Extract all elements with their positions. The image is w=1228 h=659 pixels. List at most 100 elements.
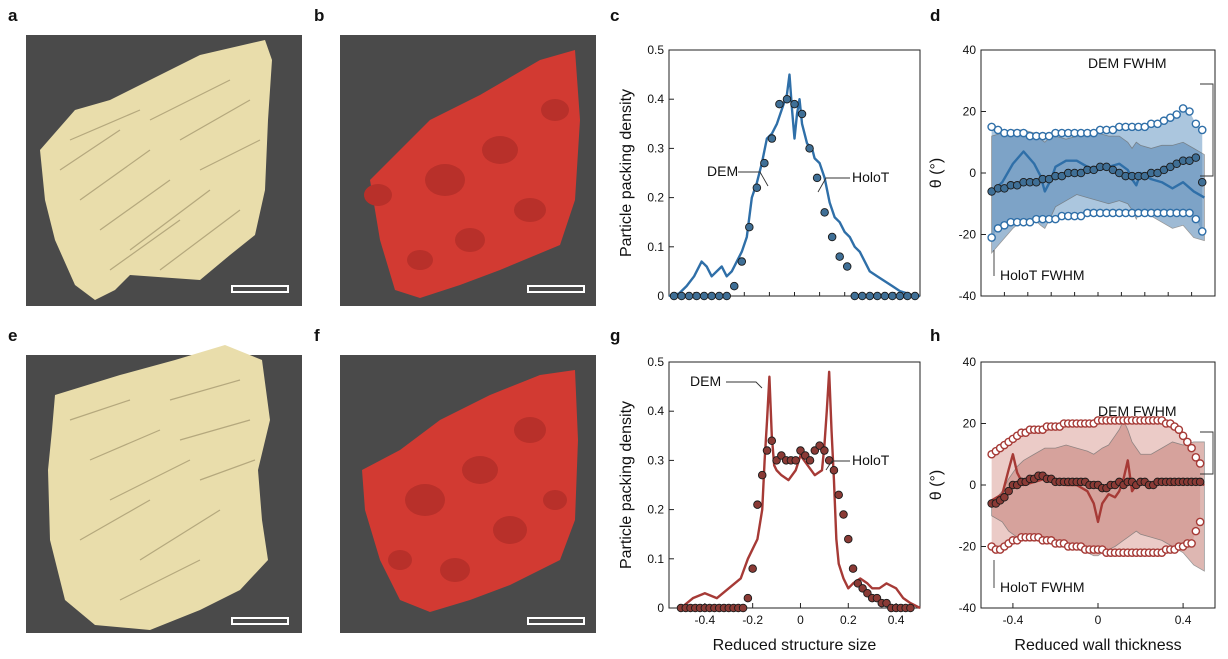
render-texture-e bbox=[69, 379, 256, 601]
dem-point-c bbox=[737, 257, 747, 266]
fwhm-lower-marker-h bbox=[1187, 539, 1196, 548]
dem-point-d bbox=[1197, 177, 1207, 187]
chart-c: 0 0.1 0.2 0.3 0.4 0.5 Particle packing density… bbox=[618, 43, 921, 303]
y-tick-label-h: 0 bbox=[969, 478, 976, 492]
y-axis-label-d: θ (°) bbox=[928, 158, 945, 188]
annotation-h: HoloT FWHM bbox=[1000, 579, 1085, 595]
y-tick-label-g: 0.2 bbox=[647, 503, 664, 517]
panel-letter-g: g bbox=[610, 326, 620, 345]
fwhm-upper-marker-d bbox=[1185, 107, 1194, 116]
dem-point-c bbox=[812, 173, 822, 183]
panel-letter-b: b bbox=[314, 6, 324, 25]
dem-point-g bbox=[767, 436, 777, 445]
panel-letter-c: c bbox=[610, 6, 619, 25]
annotation-leader-c bbox=[817, 177, 850, 193]
annotation-c: HoloT bbox=[852, 169, 890, 185]
annotation-g: HoloT bbox=[852, 452, 890, 468]
render-texture-f bbox=[388, 417, 567, 582]
dem-point-g bbox=[748, 564, 757, 573]
y-tick-label-d: -40 bbox=[959, 289, 977, 303]
dem-point-g bbox=[834, 490, 843, 500]
dem-point-c bbox=[850, 291, 859, 301]
x-tick-label-g: 0 bbox=[797, 613, 804, 627]
render-panel-f bbox=[340, 355, 596, 633]
x-tick-label-h: -0.4 bbox=[1003, 613, 1024, 627]
dem-point-c bbox=[790, 99, 799, 109]
fwhm-upper-marker-h bbox=[1174, 425, 1184, 434]
y-tick-label-d: -20 bbox=[959, 228, 977, 242]
fwhm-lower-marker-h bbox=[1195, 517, 1205, 527]
plot-frame-g bbox=[668, 361, 921, 609]
dem-point-c bbox=[873, 291, 882, 301]
y-tick-label-c: 0.1 bbox=[647, 240, 664, 254]
render-panel-e bbox=[26, 345, 302, 633]
y-axis-label-c: Particle packing density bbox=[618, 89, 635, 257]
render-panel-a bbox=[26, 35, 302, 306]
dem-point-g bbox=[791, 456, 800, 465]
x-tick-label-h: 0.4 bbox=[1175, 613, 1192, 627]
dem-point-c bbox=[677, 291, 686, 301]
annotation-g: DEM bbox=[690, 373, 721, 389]
dem-point-c bbox=[842, 262, 852, 271]
dem-point-c bbox=[745, 222, 754, 232]
dem-point-g bbox=[906, 603, 915, 613]
x-tick-label-g: 0.4 bbox=[888, 613, 905, 627]
render-panel-b bbox=[340, 35, 596, 306]
fwhm-lower-marker-d bbox=[1191, 214, 1201, 224]
y-tick-label-h: 20 bbox=[963, 417, 977, 431]
dem-point-c bbox=[767, 134, 777, 143]
dem-point-c bbox=[880, 291, 890, 301]
dem-point-h bbox=[1004, 486, 1013, 496]
dem-point-c bbox=[895, 291, 905, 301]
dem-point-c bbox=[782, 94, 792, 104]
y-tick-label-h: -40 bbox=[959, 601, 977, 615]
dem-point-c bbox=[707, 291, 716, 301]
panel-letter-d: d bbox=[930, 6, 940, 25]
fwhm-lower-marker-d bbox=[1197, 227, 1207, 236]
annotation-d: HoloT FWHM bbox=[1000, 267, 1085, 283]
dem-point-g bbox=[844, 534, 853, 544]
fwhm-upper-marker-h bbox=[1178, 431, 1188, 441]
dem-point-c bbox=[714, 291, 724, 301]
dem-point-h bbox=[1195, 477, 1205, 487]
annotation-leader-h bbox=[1200, 431, 1214, 475]
chart-d: -40 -20 0 20 40 θ (°) DEM FWHM HoloT FWHM bbox=[928, 43, 1216, 303]
dem-point-g bbox=[820, 446, 829, 455]
y-tick-label-g: 0 bbox=[657, 601, 664, 615]
y-tick-label-d: 40 bbox=[963, 43, 977, 57]
fwhm-upper-marker-d bbox=[1197, 125, 1207, 135]
dem-point-c bbox=[903, 291, 912, 301]
render-texture-a bbox=[59, 79, 261, 271]
holot-line-g bbox=[680, 370, 921, 610]
fwhm-upper-marker-d bbox=[1172, 110, 1182, 119]
dem-point-c bbox=[699, 291, 709, 301]
y-axis-label-h: θ (°) bbox=[928, 470, 945, 500]
chart-h: -40 -20 0 20 40 -0.4 0 0.4 θ (°) Reduced wall thi… bbox=[928, 355, 1216, 654]
dem-point-c bbox=[775, 99, 784, 109]
dem-point-c bbox=[858, 291, 867, 301]
dem-point-g bbox=[824, 456, 834, 465]
y-tick-label-g: 0.1 bbox=[647, 552, 664, 566]
dem-point-c bbox=[797, 109, 807, 119]
dem-point-g bbox=[805, 456, 815, 465]
dem-point-c bbox=[865, 291, 875, 301]
dem-point-c bbox=[910, 291, 920, 301]
y-tick-label-c: 0.2 bbox=[647, 191, 664, 205]
fwhm-upper-marker-d bbox=[1191, 119, 1201, 129]
x-tick-label-g: 0.2 bbox=[840, 613, 857, 627]
dem-point-c bbox=[684, 291, 694, 301]
fwhm-upper-marker-h bbox=[1191, 453, 1201, 462]
holot-line-c bbox=[668, 73, 920, 298]
panel-letter-h: h bbox=[930, 326, 940, 345]
dem-point-c bbox=[805, 144, 814, 153]
x-tick-label-h: 0 bbox=[1095, 613, 1102, 627]
panel-letter-f: f bbox=[314, 326, 320, 345]
dem-point-g bbox=[762, 446, 772, 455]
scale-bar-f bbox=[527, 617, 585, 625]
fwhm-upper-marker-h bbox=[1195, 459, 1205, 468]
y-tick-label-c: 0 bbox=[657, 289, 664, 303]
annotation-leader-g bbox=[726, 381, 763, 389]
annotation-leader-d bbox=[1200, 83, 1214, 177]
y-tick-label-h: 40 bbox=[963, 355, 977, 369]
